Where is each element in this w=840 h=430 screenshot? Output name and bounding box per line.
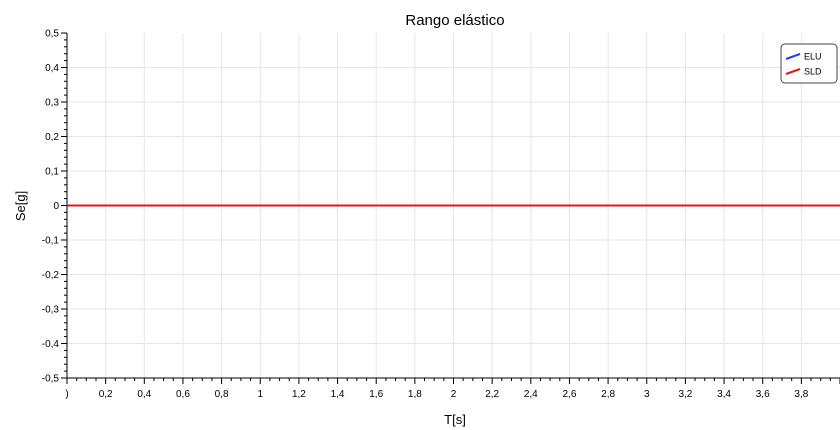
legend-label-sld: SLD xyxy=(804,67,822,77)
y-tick-label: 0,5 xyxy=(45,29,59,40)
legend-swatch-sld xyxy=(785,68,801,75)
x-tick-label: 1,6 xyxy=(369,389,383,400)
x-tick-label: 3 xyxy=(644,389,650,400)
x-tick-label: 3,4 xyxy=(717,389,731,400)
legend: ELU SLD xyxy=(780,43,838,84)
y-tick-label: 0,2 xyxy=(45,132,59,143)
x-tick-label: 0,6 xyxy=(176,389,190,400)
y-tick-label: 0 xyxy=(53,201,59,212)
x-tick-label: 2 xyxy=(451,389,457,400)
x-tick-label: 2,8 xyxy=(601,389,615,400)
x-tick-label: 2,4 xyxy=(524,389,538,400)
legend-swatch-elu xyxy=(785,53,801,60)
x-tick-label: ) xyxy=(65,389,68,400)
y-tick-label: -0,5 xyxy=(42,374,60,385)
y-axis-label: Se[g] xyxy=(13,191,28,221)
y-tick-label: 0,3 xyxy=(45,98,59,109)
legend-label-elu: ELU xyxy=(804,52,822,62)
x-tick-label: 0,8 xyxy=(215,389,229,400)
x-tick-label: 2,2 xyxy=(485,389,499,400)
y-axis: 0,5 0,4 0,3 0,2 0,1 0 -0,1 -0,2 -0,3 -0,4 -0,5 xyxy=(42,29,67,385)
x-tick-label: 0,4 xyxy=(137,389,151,400)
x-tick-label: 1,8 xyxy=(408,389,422,400)
x-tick-label: 3,8 xyxy=(794,389,808,400)
x-tick-label: 3,6 xyxy=(756,389,770,400)
x-tick-label: 2,6 xyxy=(562,389,576,400)
y-tick-label: -0,3 xyxy=(42,305,60,316)
x-tick-label: 1 xyxy=(257,389,263,400)
legend-box xyxy=(780,43,838,84)
x-tick-label: 0,2 xyxy=(99,389,113,400)
y-tick-label: -0,1 xyxy=(42,236,60,247)
y-tick-label: 0,1 xyxy=(45,167,59,178)
y-tick-label: 0,4 xyxy=(45,63,59,74)
x-tick-label: 1,4 xyxy=(331,389,345,400)
y-tick-label: -0,4 xyxy=(42,339,60,350)
x-tick-label: 1,2 xyxy=(292,389,306,400)
y-tick-label: -0,2 xyxy=(42,270,60,281)
x-axis: ) 0,2 0,4 0,6 0,8 1 1,2 1,4 1,6 1,8 2 2,2 2,4 2,6 2,8 3… xyxy=(65,378,840,400)
chart-title: Rango elástico xyxy=(405,12,504,29)
x-tick-label: 3,2 xyxy=(678,389,692,400)
x-axis-label: T[s] xyxy=(444,412,466,427)
